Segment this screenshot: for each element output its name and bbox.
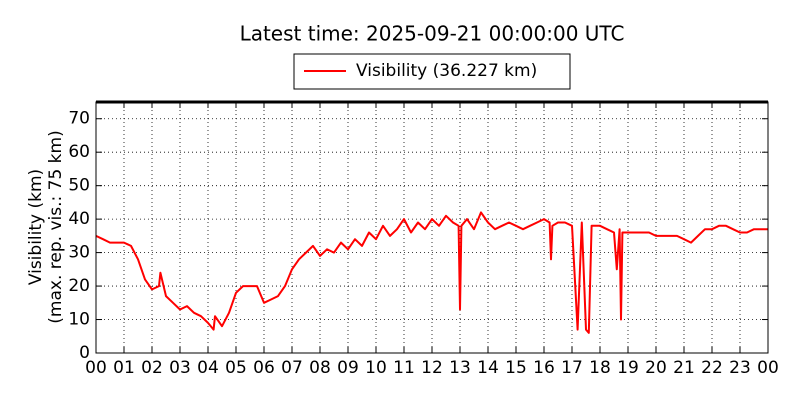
x-tick-label: 03 <box>169 358 191 378</box>
y-tick-label: 0 <box>79 343 90 363</box>
x-tick-label: 05 <box>225 358 247 378</box>
y-tick-label: 40 <box>68 209 90 229</box>
x-tick-label: 19 <box>617 358 639 378</box>
x-tick-label: 21 <box>673 358 695 378</box>
y-tick-label: 50 <box>68 176 90 196</box>
data-line <box>95 211 768 334</box>
x-tick-label: 00 <box>85 358 107 378</box>
x-tick-label: 02 <box>141 358 163 378</box>
x-tick-label: 14 <box>477 358 499 378</box>
y-tick-label: 10 <box>68 310 90 330</box>
y-tick-label: 20 <box>68 276 90 296</box>
x-tick-label: 20 <box>645 358 667 378</box>
y-axis-label: (max. rep. vis.: 75 km) <box>46 130 66 323</box>
x-tick-label: 10 <box>365 358 387 378</box>
x-tick-label: 17 <box>561 358 583 378</box>
y-tick-label: 30 <box>68 243 90 263</box>
x-tick-label: 13 <box>449 358 471 378</box>
x-tick-label: 15 <box>505 358 527 378</box>
x-tick-label: 07 <box>281 358 303 378</box>
y-tick-label: 60 <box>68 142 90 162</box>
x-tick-label: 08 <box>309 358 331 378</box>
x-tick-label: 11 <box>393 358 415 378</box>
x-tick-label: 12 <box>421 358 443 378</box>
x-tick-label: 04 <box>197 358 219 378</box>
x-tick-label: 18 <box>589 358 611 378</box>
y-axis-label: Visibility (km) <box>26 169 46 285</box>
x-tick-label: 22 <box>701 358 723 378</box>
x-tick-label: 09 <box>337 358 359 378</box>
x-tick-label: 06 <box>253 358 275 378</box>
y-tick-label: 70 <box>68 109 90 129</box>
x-tick-label: 00 <box>757 358 779 378</box>
legend-label: Visibility (36.227 km) <box>356 61 537 81</box>
x-tick-label: 16 <box>533 358 555 378</box>
x-tick-label: 01 <box>113 358 135 378</box>
chart-title: Latest time: 2025-09-21 00:00:00 UTC <box>240 22 625 46</box>
x-tick-label: 23 <box>729 358 751 378</box>
